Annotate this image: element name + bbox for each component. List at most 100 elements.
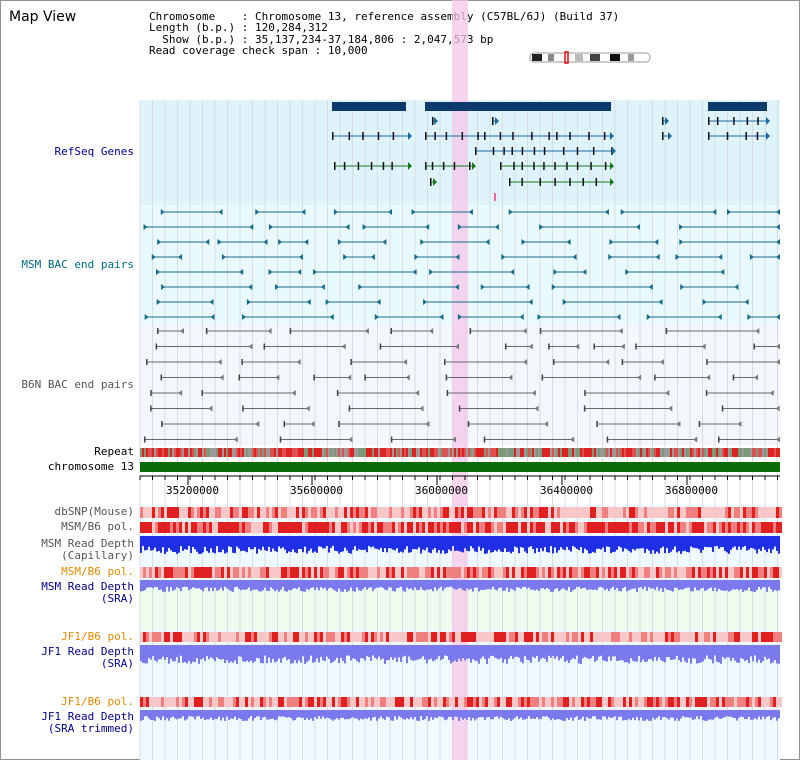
- repeat-element: [262, 448, 264, 457]
- msm-depth-sra-bar: [324, 580, 326, 588]
- jf1-depth-trim-bar: [740, 710, 742, 717]
- jf1-pol-cell: [179, 632, 182, 642]
- msm-bac-end: [429, 269, 434, 275]
- msm-depth-cap-bar: [384, 536, 386, 549]
- track-label-jf1-b6-pol-trim[interactable]: JF1/B6 pol.: [61, 695, 134, 708]
- jf1-depth-trim-bar: [212, 710, 214, 721]
- track-label-jf1-depth-trim[interactable]: JF1 Read Depth: [41, 710, 134, 723]
- gene-exon: [576, 162, 579, 170]
- track-label-refseq[interactable]: RefSeq Genes: [54, 145, 134, 158]
- msm-depth-sra-bar: [642, 580, 644, 590]
- track-label-msm-bac[interactable]: MSM BAC end pairs: [21, 258, 134, 271]
- track-label-dbsnp[interactable]: dbSNP(Mouse): [54, 505, 134, 518]
- jf1-pol-trim-cell: [158, 697, 161, 707]
- msm-depth-sra-bar: [234, 580, 236, 588]
- track-label-jf1-depth-sra[interactable]: JF1 Read Depth: [41, 645, 134, 658]
- jf1-depth-sra-bar: [344, 645, 346, 664]
- jf1-depth-sra-bar: [238, 645, 240, 657]
- dbsnp-cell: [473, 507, 476, 518]
- b6n-bac-end: [161, 421, 163, 427]
- track-label-msm-b6-pol-sra[interactable]: MSM/B6 pol.: [61, 565, 134, 578]
- msm-bac-end: [648, 284, 653, 290]
- msm-pol-cell: [377, 522, 380, 533]
- repeat-element: [740, 448, 742, 457]
- track-label-msm-depth-sra[interactable]: MSM Read Depth: [41, 580, 134, 593]
- repeat-element: [592, 448, 594, 457]
- dbsnp-cell: [620, 507, 623, 518]
- repeat-element: [716, 448, 718, 457]
- msm-depth-sra-bar: [444, 580, 446, 589]
- msm-bac-end: [480, 284, 485, 290]
- msm-depth-sra-bar: [586, 580, 588, 591]
- dbsnp-cell: [314, 507, 317, 518]
- msm-depth-sra-bar: [532, 580, 534, 590]
- jf1-pol-cell: [767, 632, 770, 642]
- msm-depth-sra-bar: [384, 580, 386, 590]
- track-label-chromosome[interactable]: chromosome 13: [47, 460, 134, 473]
- chromosome-ideogram[interactable]: [529, 51, 651, 64]
- jf1-depth-trim-bar: [536, 710, 538, 718]
- jf1-pol-cell: [623, 632, 626, 642]
- msm-pol-sra-cell: [596, 567, 599, 578]
- msm-depth-cap-bar: [654, 536, 656, 554]
- jf1-depth-sra-bar: [506, 645, 508, 664]
- msm-depth-sra-bar: [468, 580, 470, 590]
- msm-depth-sra-bar: [774, 580, 776, 591]
- msm-pol-cell: [647, 522, 650, 533]
- jf1-depth-sra-bar: [324, 645, 326, 662]
- jf1-depth-sra-bar: [412, 645, 414, 661]
- jf1-pol-cell: [296, 632, 299, 642]
- repeat-element: [630, 448, 632, 457]
- jf1-pol-trim-cell: [767, 697, 770, 707]
- jf1-depth-sra-bar: [722, 645, 724, 657]
- msm-bac-end: [494, 224, 499, 230]
- track-label-repeat[interactable]: Repeat: [94, 445, 134, 458]
- jf1-depth-trim-bar: [510, 710, 512, 721]
- repeat-element: [694, 448, 696, 457]
- msm-pol-sra-cell: [638, 567, 641, 578]
- jf1-depth-trim-bar: [532, 710, 534, 719]
- msm-pol-sra-cell: [575, 567, 578, 578]
- msm-depth-cap-bar: [254, 536, 256, 548]
- msm-depth-cap-bar: [220, 536, 222, 553]
- dbsnp-cell: [521, 507, 524, 518]
- dbsnp-cell: [707, 507, 710, 518]
- msm-pol-sra-cell: [755, 567, 758, 578]
- jf1-depth-sra-bar: [508, 645, 510, 659]
- jf1-depth-sra-bar: [600, 645, 602, 656]
- dbsnp-cell: [146, 507, 149, 518]
- jf1-pol-trim-cell: [203, 697, 206, 707]
- track-label-msm-b6-pol[interactable]: MSM/B6 pol.: [61, 520, 134, 533]
- jf1-pol-trim-cell: [332, 697, 335, 707]
- repeat-element: [670, 448, 672, 457]
- msm-pol-cell: [650, 522, 653, 533]
- msm-pol-cell: [149, 522, 152, 533]
- jf1-depth-sra-bar: [660, 645, 662, 661]
- repeat-element: [536, 448, 538, 457]
- repeat-element: [588, 448, 590, 457]
- msm-depth-cap-bar: [630, 536, 632, 553]
- jf1-pol-trim-cell: [275, 697, 278, 707]
- jf1-depth-trim-bar: [432, 710, 434, 720]
- msm-pol-sra-cell: [764, 567, 767, 578]
- track-features[interactable]: [140, 102, 782, 721]
- msm-pol-cell: [767, 522, 770, 533]
- msm-depth-cap-bar: [464, 536, 466, 549]
- track-label-msm-depth-cap[interactable]: MSM Read Depth: [41, 537, 134, 550]
- msm-bac-end: [412, 269, 417, 275]
- msm-pol-cell: [536, 522, 539, 533]
- jf1-pol-trim-cell: [569, 697, 572, 707]
- msm-bac-end: [572, 254, 577, 260]
- msm-depth-sra-bar: [454, 580, 456, 590]
- track-label-b6n-bac[interactable]: B6N BAC end pairs: [21, 378, 134, 391]
- track-label-jf1-b6-pol[interactable]: JF1/B6 pol.: [61, 630, 134, 643]
- msm-pol-sra-cell: [539, 567, 542, 578]
- msm-depth-sra-bar: [474, 580, 476, 588]
- jf1-pol-cell: [521, 632, 524, 642]
- msm-pol-sra-cell: [440, 567, 443, 578]
- msm-depth-cap-bar: [358, 536, 360, 550]
- jf1-pol-cell: [350, 632, 353, 642]
- msm-depth-sra-bar: [628, 580, 630, 591]
- jf1-depth-trim-bar: [562, 710, 564, 721]
